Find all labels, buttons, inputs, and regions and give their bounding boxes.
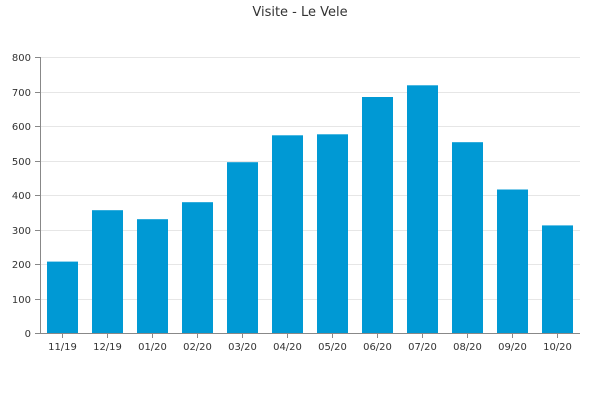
y-tick-label: 300 [12,226,31,237]
x-tick-label: 03/20 [228,342,257,353]
x-tick-label: 05/20 [318,342,347,353]
bar-01-20 [137,219,168,333]
bar-06-20 [362,97,393,333]
y-tick-label: 400 [12,191,31,202]
bar-11-19 [47,261,78,333]
axes [35,57,580,338]
bar-09-20 [497,189,528,333]
y-tick-label: 100 [12,295,31,306]
bar-04-20 [272,135,303,333]
x-tick-label: 06/20 [363,342,392,353]
y-axis-ticks: 0 100 200 300 400 500 600 700 800 [12,53,31,340]
bar-08-20 [452,142,483,333]
bar-10-20 [542,225,573,333]
gridlines [40,57,580,300]
y-tick-label: 700 [12,88,31,99]
y-tick-label: 600 [12,122,31,133]
x-tick-label: 07/20 [408,342,437,353]
chart-title: Visite - Le Vele [252,5,347,20]
bar-05-20 [317,134,348,333]
y-tick-label: 800 [12,53,31,64]
x-tick-label: 01/20 [138,342,167,353]
x-tick-label: 12/19 [93,342,122,353]
x-tick-label: 08/20 [453,342,482,353]
y-tick-label: 500 [12,157,31,168]
x-tick-label: 02/20 [183,342,212,353]
x-tick-label: 10/20 [543,342,572,353]
bar-02-20 [182,202,213,333]
x-tick-label: 04/20 [273,342,302,353]
x-tick-label: 09/20 [498,342,527,353]
bar-07-20 [407,85,438,333]
y-tick-label: 200 [12,260,31,271]
x-tick-label: 11/19 [48,342,77,353]
bars [47,85,573,333]
bar-12-19 [92,210,123,333]
bar-03-20 [227,162,258,333]
y-tick-label: 0 [25,329,31,340]
x-axis-ticks: 11/19 12/19 01/20 02/20 03/20 04/20 05/20 06/20… [48,342,572,353]
